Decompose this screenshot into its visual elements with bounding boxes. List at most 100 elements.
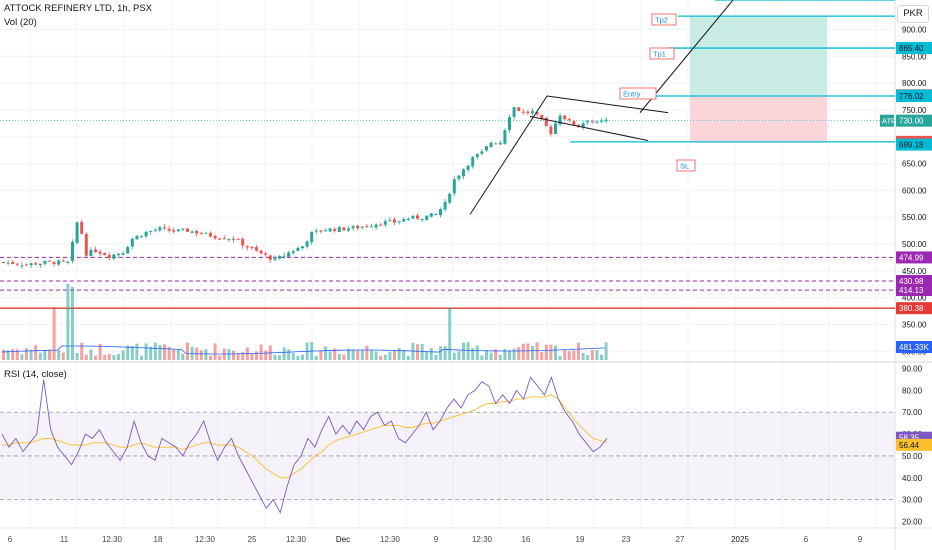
candle-body	[544, 117, 548, 126]
candle-body	[52, 262, 56, 265]
volume-bar	[291, 352, 295, 360]
volume-bar	[236, 353, 240, 360]
volume-bar	[370, 350, 373, 360]
volume-bar	[475, 345, 479, 360]
volume-bar	[94, 355, 97, 360]
volume-bar	[227, 349, 231, 360]
volume-bar	[43, 350, 47, 360]
candle-body	[48, 260, 51, 262]
rsi-ma-value-tag	[896, 438, 932, 451]
candle-body	[126, 247, 130, 254]
time-tick-label: 16	[522, 535, 531, 544]
time-tick-label: 27	[676, 535, 685, 544]
volume-bar	[526, 343, 530, 360]
candle-body	[397, 221, 401, 223]
tp2-label: Tp2	[655, 16, 668, 25]
volume-bar	[374, 351, 378, 360]
volume-bar	[397, 347, 401, 360]
symbol-title: ATTOCK REFINERY LTD, 1h, PSX	[4, 3, 152, 14]
volume-bar	[429, 348, 433, 360]
volume-bar	[540, 352, 544, 360]
price-tick-label: 400.00	[902, 294, 927, 303]
entry-price: 776.02	[899, 92, 924, 101]
candle-body	[25, 264, 28, 266]
volume-bar	[38, 352, 42, 360]
volume-bar	[135, 343, 139, 360]
volume-bar	[466, 342, 470, 360]
candle-body	[34, 263, 38, 265]
candle-body	[163, 227, 166, 229]
volume-bar	[498, 355, 502, 360]
candle-body	[278, 255, 281, 259]
candle-body	[2, 262, 5, 264]
candle-body	[84, 234, 88, 256]
volume-bar	[471, 348, 475, 360]
candle-body	[466, 165, 470, 170]
support-price: 430.98	[899, 277, 924, 286]
candle-body	[98, 251, 102, 254]
candle-body	[498, 142, 502, 145]
candle-body	[153, 230, 157, 232]
candle-body	[406, 218, 410, 221]
rsi-ma-value: 56.44	[899, 441, 920, 450]
candle-body	[600, 120, 603, 122]
candle-body	[15, 263, 19, 265]
candle-body	[370, 226, 373, 228]
volume-bar	[48, 349, 51, 360]
volume-bar	[452, 352, 456, 360]
support-price: 474.99	[899, 253, 924, 262]
volume-bar	[66, 283, 70, 360]
tp1-label: Tp1	[653, 50, 666, 59]
time-tick-label: 19	[576, 535, 585, 544]
candle-body	[337, 227, 341, 232]
rsi-tick-label: 50.00	[902, 452, 923, 461]
candle-body	[43, 261, 47, 264]
candle-body	[149, 231, 153, 233]
volume-bar	[255, 351, 258, 360]
currency-button[interactable]: PKR	[897, 5, 929, 23]
volume-bar	[25, 348, 28, 360]
volume-bar	[425, 351, 429, 360]
candle-body	[236, 239, 240, 241]
flag-lower-line	[529, 115, 649, 141]
volume-bar	[29, 349, 33, 360]
entry-price-tag	[896, 89, 932, 102]
candle-body	[540, 114, 544, 119]
candle-body	[273, 258, 277, 260]
candle-body	[462, 169, 465, 177]
tp1-price-tag	[896, 42, 932, 55]
volume-bar	[342, 354, 346, 360]
volume-bar	[567, 351, 571, 360]
candle-body	[521, 111, 525, 113]
price-tick-label: 500.00	[902, 240, 927, 249]
volume-bar	[241, 352, 245, 360]
candle-body	[232, 238, 235, 240]
candle-body	[604, 119, 608, 122]
volume-bar	[577, 342, 580, 360]
candle-body	[181, 228, 185, 230]
volume-bar	[508, 350, 511, 360]
rsi-tick-label: 20.00	[902, 517, 923, 526]
volume-bar	[600, 354, 603, 360]
volume-bar	[117, 354, 120, 360]
candle-body	[264, 253, 268, 255]
candle-body	[452, 179, 456, 194]
volume-bar	[480, 355, 484, 360]
volume-bar	[558, 355, 562, 360]
loss-zone	[690, 95, 827, 142]
candle-body	[567, 119, 571, 121]
candle-body	[351, 226, 355, 229]
candle-body	[526, 111, 530, 113]
candle-body	[558, 115, 562, 125]
candle-body	[144, 231, 148, 237]
volume-bar	[144, 343, 148, 360]
volume-bar	[186, 342, 189, 360]
time-tick-label: 25	[248, 535, 257, 544]
volume-bar	[489, 352, 493, 360]
volume-bar	[360, 350, 364, 360]
candle-body	[360, 226, 364, 228]
candle-body	[503, 130, 507, 144]
volume-bar	[494, 349, 498, 360]
candle-body	[186, 228, 189, 232]
